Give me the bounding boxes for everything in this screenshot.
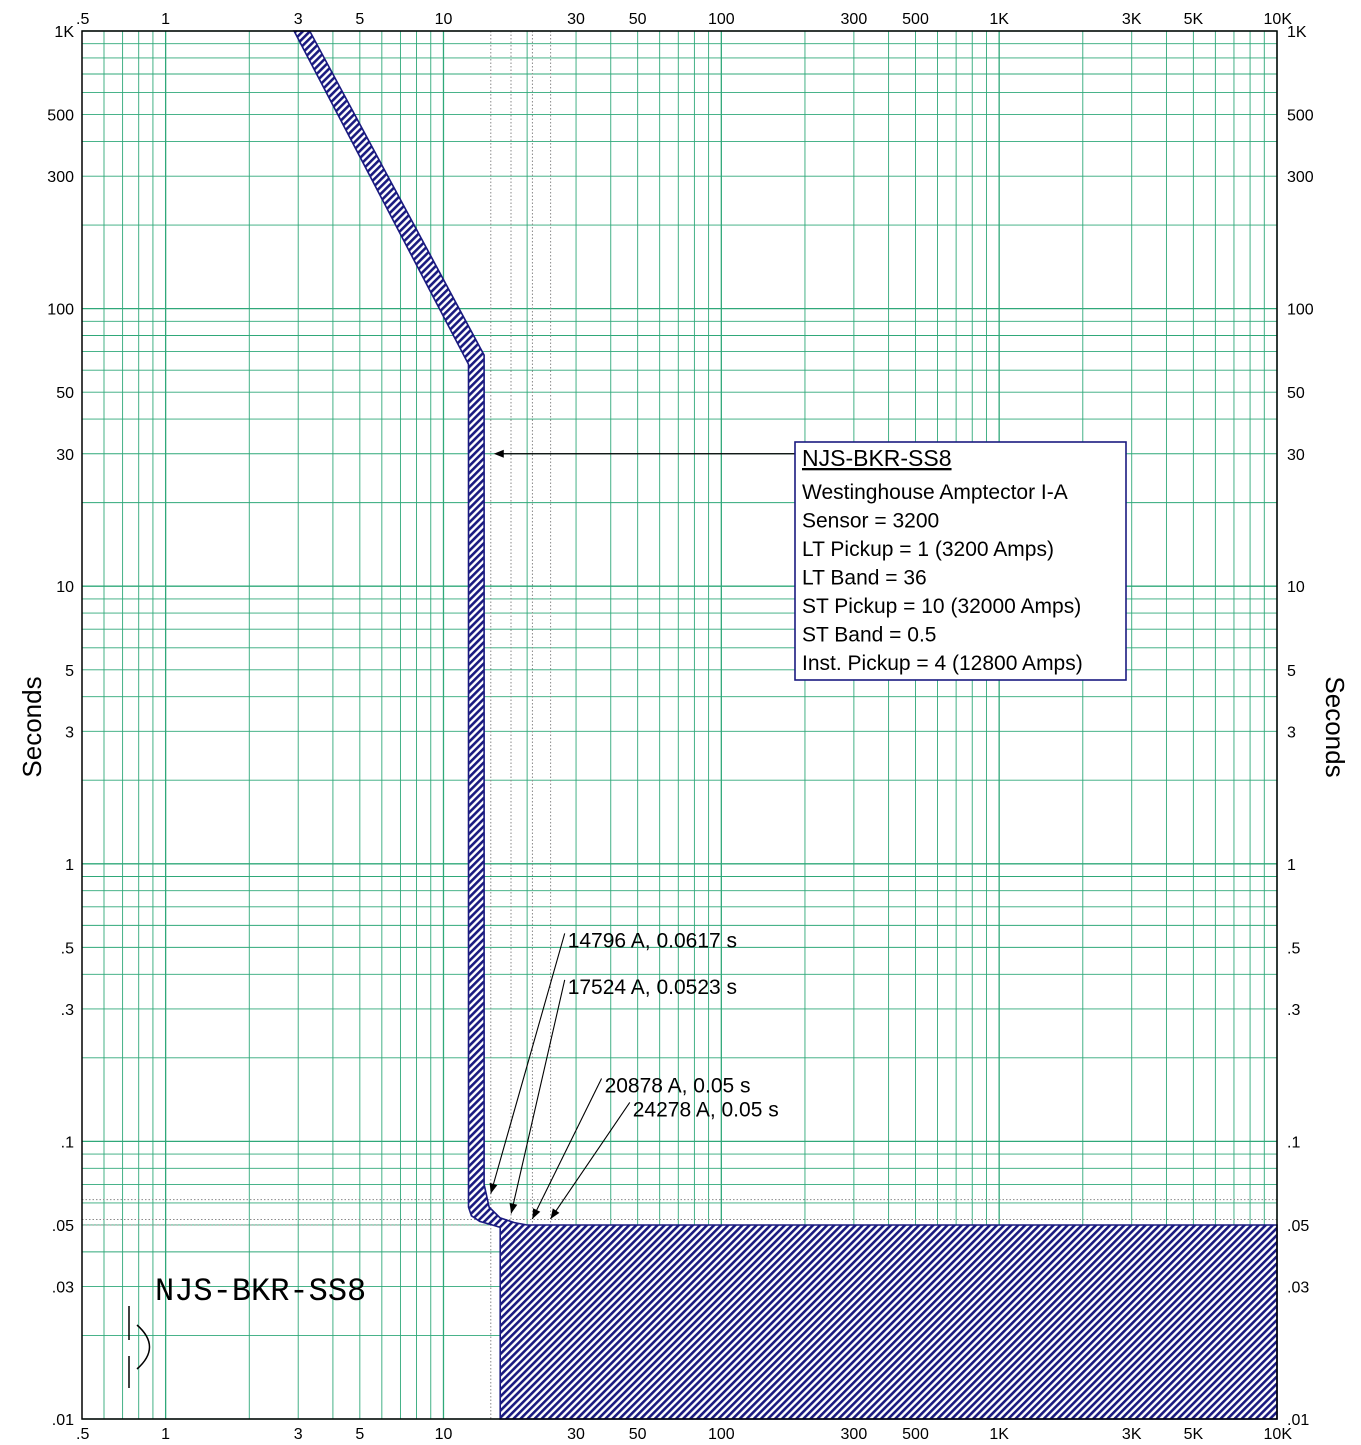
- y-tick-label: .5: [61, 940, 74, 957]
- y-tick-label: 300: [47, 169, 74, 186]
- x-tick-label: .5: [76, 1426, 89, 1443]
- y-tick-label: 3: [65, 724, 74, 741]
- y-tick-label: .1: [61, 1134, 74, 1151]
- x-tick-label: 1K: [989, 1426, 1009, 1443]
- info-box-line: LT Pickup = 1 (3200 Amps): [802, 538, 1054, 561]
- y-tick-label: .01: [52, 1412, 74, 1429]
- x-tick-label: 5: [355, 11, 364, 28]
- x-tick-label: 5K: [1184, 1426, 1204, 1443]
- info-box-line: Sensor = 3200: [802, 510, 939, 533]
- x-tick-label: 500: [902, 1426, 929, 1443]
- y-tick-label: 500: [47, 108, 74, 125]
- annotation-label: 20878 A, 0.05 s: [605, 1075, 751, 1098]
- annotation-arrowhead: [509, 1202, 518, 1214]
- x-tick-label: 10K: [1264, 11, 1293, 28]
- y-tick-label: 300: [1287, 169, 1314, 186]
- x-tick-label: 10: [435, 11, 453, 28]
- x-tick-label: 3K: [1122, 11, 1142, 28]
- x-tick-label: 3K: [1122, 1426, 1142, 1443]
- y-tick-label: 50: [1287, 385, 1305, 402]
- y-tick-label: 100: [1287, 302, 1314, 319]
- x-tick-label: 100: [708, 1426, 735, 1443]
- info-box-line: Westinghouse Amptector I-A: [802, 481, 1068, 504]
- y-tick-label: 1K: [1287, 24, 1307, 41]
- x-tick-label: 3: [294, 1426, 303, 1443]
- annotation-arrowhead: [532, 1208, 541, 1219]
- x-tick-label: 50: [629, 1426, 647, 1443]
- breaker-symbol-icon: [128, 1306, 151, 1388]
- reference-lines: [82, 31, 1277, 1419]
- x-tick-label: 50: [629, 11, 647, 28]
- y-tick-label: .5: [1287, 940, 1300, 957]
- annotation-leader: [510, 979, 566, 1214]
- device-label: NJS-BKR-SS8: [155, 1273, 366, 1310]
- info-box-line: ST Band = 0.5: [802, 624, 936, 647]
- y-tick-label: 100: [47, 302, 74, 319]
- annotations: 14796 A, 0.0617 s 17524 A, 0.0523 s 20878 …: [489, 929, 779, 1220]
- annotation-leader: [550, 1102, 631, 1220]
- y-tick-label: .05: [1287, 1218, 1309, 1235]
- info-box-frame: [794, 441, 1127, 681]
- y-tick-label: 5: [1287, 663, 1296, 680]
- tick-labels: .5 .5 1 1 3 3 5 5 10 10 30 30 50 50 100 100 300 300 500 500…: [47, 11, 1314, 1443]
- x-tick-label: 300: [841, 1426, 868, 1443]
- info-box: NJS-BKR-SS8 Westinghouse Amptector I-A Se…: [493, 441, 1127, 681]
- x-tick-label: 5K: [1184, 11, 1204, 28]
- x-tick-label: 1K: [989, 11, 1009, 28]
- info-box-line: ST Pickup = 10 (32000 Amps): [802, 595, 1081, 618]
- y-tick-label: 10: [1287, 579, 1305, 596]
- y-tick-label: 10: [56, 579, 74, 596]
- x-tick-label: 3: [294, 11, 303, 28]
- y-tick-label: .01: [1287, 1412, 1309, 1429]
- y-tick-label: 3: [1287, 724, 1296, 741]
- trip-curve-band: [292, 30, 1278, 1420]
- y-tick-label: .03: [1287, 1280, 1309, 1297]
- y-tick-label: 5: [65, 663, 74, 680]
- y-tick-label: 30: [56, 447, 74, 464]
- y-tick-label: 30: [1287, 447, 1305, 464]
- annotation-leader: [531, 1078, 603, 1220]
- annotation-label: 24278 A, 0.05 s: [633, 1098, 779, 1121]
- y-tick-label: .05: [52, 1218, 74, 1235]
- x-tick-label: 1: [161, 1426, 170, 1443]
- y-tick-label: 1: [65, 857, 74, 874]
- annotation-leader: [490, 933, 566, 1194]
- info-box-line: LT Band = 36: [802, 567, 927, 590]
- y-tick-label: 50: [56, 385, 74, 402]
- y-tick-label: .3: [61, 1002, 74, 1019]
- x-tick-label: 30: [567, 11, 585, 28]
- y-tick-label: 1K: [54, 24, 74, 41]
- y-axis-label-right: Seconds: [1320, 676, 1350, 777]
- x-tick-label: 500: [902, 11, 929, 28]
- annotation-arrowhead: [550, 1208, 560, 1219]
- y-tick-label: 1: [1287, 857, 1296, 874]
- y-tick-label: .1: [1287, 1134, 1300, 1151]
- x-tick-label: 5: [355, 1426, 364, 1443]
- y-tick-label: .3: [1287, 1002, 1300, 1019]
- x-tick-label: 10K: [1264, 1426, 1293, 1443]
- info-box-line: Inst. Pickup = 4 (12800 Amps): [802, 652, 1083, 675]
- plot-frame: [81, 30, 1278, 1420]
- annotation-arrowhead: [489, 1182, 498, 1194]
- x-tick-label: 1: [161, 11, 170, 28]
- x-tick-label: 30: [567, 1426, 585, 1443]
- y-tick-label: 500: [1287, 108, 1314, 125]
- annotation-label: 14796 A, 0.0617 s: [568, 929, 737, 952]
- annotation-label: 17524 A, 0.0523 s: [568, 976, 737, 999]
- y-axis-label-left: Seconds: [17, 676, 47, 777]
- info-box-arrowhead: [493, 449, 504, 458]
- x-tick-label: 100: [708, 11, 735, 28]
- x-tick-label: .5: [76, 11, 89, 28]
- x-tick-label: 300: [841, 11, 868, 28]
- y-tick-label: .03: [52, 1280, 74, 1297]
- x-tick-label: 10: [435, 1426, 453, 1443]
- info-box-title: NJS-BKR-SS8: [802, 445, 952, 471]
- grid: [81, 30, 1278, 1420]
